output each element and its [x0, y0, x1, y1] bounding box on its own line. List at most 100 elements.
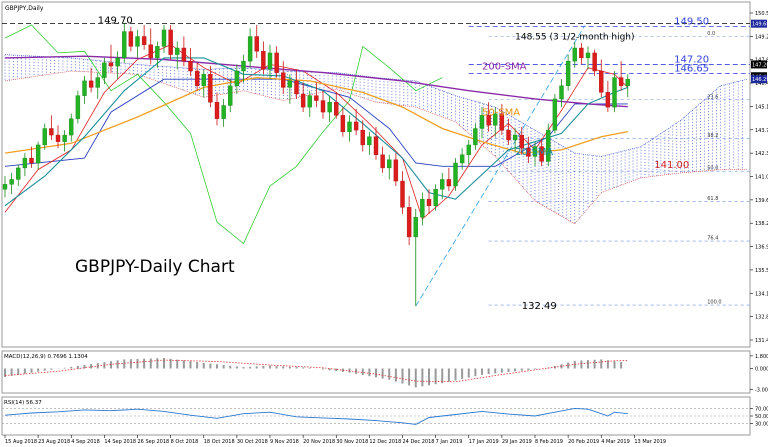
x-tick-label: 20 Feb 2019 [568, 439, 599, 445]
price-tag-label: 146.299 [752, 77, 768, 83]
fibonacci-levels: 0.0 23.6 38.2 50.0 61.8 76.4 100.0 [488, 31, 750, 306]
candle-body [605, 92, 611, 108]
x-tick-label: 8 Oct 2018 [171, 439, 199, 445]
candle-body [108, 62, 114, 67]
rsi-tick-label: 50.00 [755, 414, 768, 420]
level-label: 148.55 (3 1/2-month high) [515, 32, 634, 42]
x-tick-label: 20 Nov 2018 [303, 439, 335, 445]
fib-label: 50.0 [707, 166, 718, 172]
candle-body [334, 102, 339, 116]
macd-pane-frame [1, 350, 751, 394]
candle-body [426, 198, 432, 206]
price-tag-box [751, 60, 767, 69]
x-tick-label: 12 Dec 2018 [369, 439, 401, 445]
candle-body [466, 144, 471, 155]
candle-body [340, 115, 346, 132]
y-tick-label: 132.830 [755, 315, 768, 321]
candle-body [552, 98, 558, 131]
cloud-span-b [4, 70, 747, 225]
candle-body [446, 179, 452, 187]
candle-body [161, 29, 167, 47]
sma50-line [4, 76, 628, 154]
x-tick-label: 30 Nov 2018 [336, 439, 368, 445]
candle-body [2, 184, 8, 190]
candle-body [221, 105, 226, 119]
macd-series: 1.8009 0.0000 -3.0054 [4, 354, 768, 394]
macd-label: MACD(12,26,9) 0.7696 1.1304 [4, 354, 88, 360]
candle-body [49, 128, 54, 136]
y-tick-label: 134.195 [755, 291, 768, 297]
candle-body [519, 134, 524, 149]
candle-body [440, 179, 445, 190]
level-label: 146.65 [674, 63, 709, 74]
candle-body [274, 52, 279, 73]
x-tick-label: 4 Mar 2019 [601, 439, 630, 445]
x-tick-label: 14 Sep 2018 [104, 439, 136, 445]
candle-body [228, 85, 233, 106]
candle-body [592, 52, 597, 72]
rsi-pane: 70.00 50.00 30.00 RSI(14) 56.37 [1, 396, 768, 436]
y-tick-label: 131.465 [755, 338, 768, 344]
candle-body [572, 47, 577, 62]
symbol-label: GBPJPY,Daily [5, 5, 44, 12]
candle-body [42, 128, 47, 146]
x-tick-label: 4 Sep 2018 [71, 439, 100, 445]
candle-body [241, 60, 246, 72]
candle-body [115, 57, 120, 67]
candle-body [247, 36, 253, 62]
price-tag-box [751, 19, 767, 28]
macd-pane: 1.8009 0.0000 -3.0054 MACD(12,26,9) 0.7696… [1, 350, 768, 394]
candle-body [406, 207, 412, 238]
candle-body [499, 113, 505, 131]
candle-body [360, 129, 365, 146]
candle-body [181, 47, 187, 62]
candle-body [479, 115, 485, 129]
y-tick-label: 145.115 [755, 104, 768, 110]
x-tick-label: 13 Mar 2019 [634, 439, 666, 445]
x-tick-label: 8 Feb 2019 [535, 439, 563, 445]
x-tick-label: 15 Aug 2018 [5, 439, 37, 445]
y-tick-label: 150.575 [755, 11, 768, 17]
candlesticks [2, 23, 630, 307]
y-tick-label: 136.925 [755, 245, 768, 251]
annotation-label: 132.49 [522, 301, 557, 312]
candle-body [353, 121, 359, 131]
annotation-label: 50-SMA [482, 107, 520, 118]
y-tick-label: 142.385 [755, 151, 768, 157]
level-label: 149.50 [674, 17, 709, 28]
candle-body [307, 95, 312, 108]
candle-body [294, 80, 299, 95]
candle-body [400, 180, 405, 208]
candle-body [188, 60, 193, 72]
candle-body [314, 95, 319, 101]
fib-label: 100.0 [707, 300, 721, 306]
candle-body [267, 52, 273, 70]
candle-body [214, 102, 220, 119]
x-tick-label: 23 Aug 2018 [38, 439, 70, 445]
rsi-tick-label: 70.00 [755, 406, 768, 412]
fib-label: 61.8 [707, 196, 718, 202]
fib-label: 0.0 [707, 31, 715, 37]
candle-body [95, 77, 100, 88]
y-tick-label: 143.750 [755, 128, 768, 134]
candle-body [532, 146, 538, 157]
horizontal-levels: 149.50 148.55 (3 1/2-month high) 147.20146… [2, 17, 750, 307]
x-tick-label: 9 Nov 2018 [270, 439, 299, 445]
candle-body [29, 157, 34, 164]
candle-body [347, 121, 352, 132]
rsi-label: RSI(14) 56.37 [4, 400, 42, 406]
candle-body [373, 136, 379, 155]
candle-body [22, 157, 28, 169]
macd-signal-line [4, 359, 628, 383]
candle-body [82, 80, 87, 96]
candle-body [35, 144, 41, 164]
x-tick-label: 7 Jan 2019 [436, 439, 463, 445]
cloud-span-a [4, 54, 748, 157]
y-tick-label: 141.020 [755, 175, 768, 181]
candle-body [493, 113, 498, 126]
x-tick-label: 24 Dec 2018 [403, 439, 435, 445]
candle-body [526, 148, 531, 157]
candle-body [579, 47, 584, 59]
